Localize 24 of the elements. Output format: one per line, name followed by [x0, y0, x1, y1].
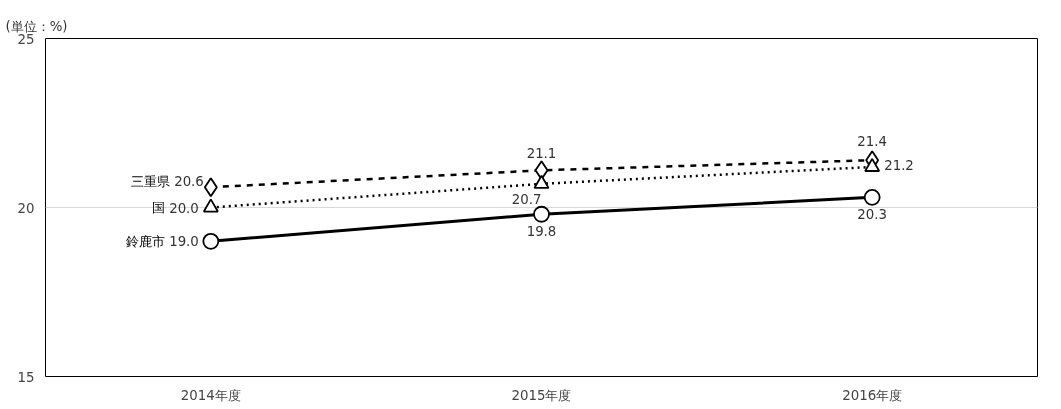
point: [202, 198, 219, 213]
x-tick-label: 2015年度: [511, 387, 572, 403]
text: (単位：%): [5, 18, 68, 34]
text: 三重県: [130, 173, 170, 189]
point: [202, 232, 220, 250]
point: [533, 205, 550, 223]
data-label: 19.0: [169, 234, 199, 250]
point: [863, 188, 881, 206]
data-label: 21.2: [884, 157, 914, 173]
data-label: 21.1: [526, 146, 557, 162]
data-label: 20.6: [174, 174, 204, 190]
data-label: 20.3: [857, 207, 888, 223]
data-label: 20.7: [511, 191, 542, 207]
y-tick-label: 15: [17, 369, 35, 385]
x-tick-label: 2016年度: [842, 387, 903, 403]
y-tick-label: 20: [17, 200, 35, 216]
text: 鈴鹿市: [125, 233, 165, 249]
point: [203, 177, 218, 198]
x-tick-label: 2014年度: [180, 387, 241, 403]
data-label: 19.8: [526, 224, 557, 240]
y-tick-label: 25: [17, 31, 35, 47]
text: 国: [151, 200, 165, 215]
data-label: 20.0: [169, 200, 199, 216]
data-label: 21.4: [857, 134, 888, 150]
